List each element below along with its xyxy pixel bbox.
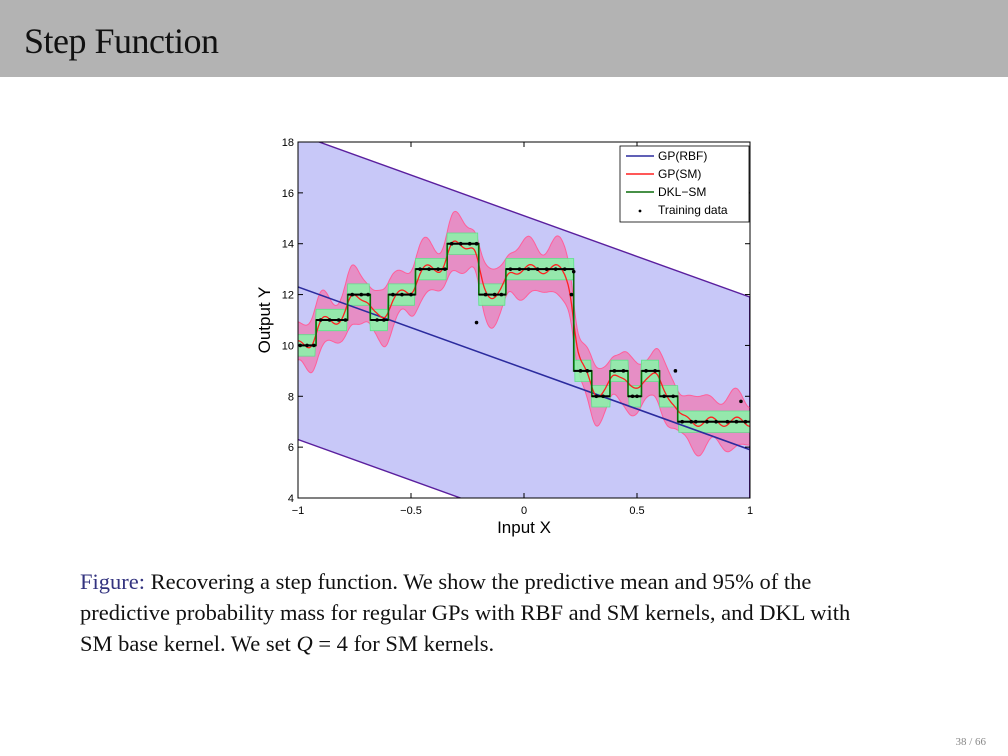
training-data-point (535, 267, 540, 271)
training-data-point (714, 419, 718, 424)
training-data-point (327, 318, 332, 322)
plot-layer (298, 142, 750, 498)
training-data-point (612, 369, 617, 373)
legend-entry-label: Training data (658, 203, 728, 217)
training-data-point (705, 419, 709, 424)
training-data-point (418, 267, 422, 271)
y-tick-label: 8 (288, 391, 294, 403)
training-data-point (436, 267, 440, 271)
caption-math-q: Q (296, 631, 313, 656)
training-data-point (312, 343, 316, 348)
y-tick-label: 6 (288, 442, 294, 454)
caption-math-eq: = 4 (312, 631, 348, 656)
training-data-point (585, 369, 590, 373)
training-data-point (474, 241, 479, 246)
training-data-point (375, 318, 379, 322)
training-data-point (318, 318, 323, 322)
training-data-point (743, 419, 748, 424)
training-data-point (594, 394, 599, 399)
training-data-point (578, 369, 583, 373)
training-data-point (734, 419, 739, 424)
training-data-point (458, 241, 463, 246)
training-data-point (508, 267, 513, 271)
caption-line-3-post: for SM kernels. (353, 631, 495, 656)
x-tick-label: −0.5 (400, 505, 422, 517)
training-data-point (739, 399, 743, 404)
caption-line-1: Recovering a step function. We show the … (150, 569, 812, 594)
training-data-point (571, 269, 576, 274)
training-data-point (671, 394, 675, 399)
training-data-point (449, 241, 454, 246)
training-data-point (526, 267, 531, 271)
training-data-point (427, 267, 431, 271)
x-tick-label: 1 (747, 505, 753, 517)
legend-entry-label: GP(RBF) (658, 149, 707, 163)
x-axis-label: Input X (497, 518, 551, 537)
training-data-point (517, 267, 522, 271)
page-current: 38 (955, 736, 967, 748)
training-data-point (630, 394, 635, 399)
training-data-point (601, 394, 605, 399)
training-data-point (343, 318, 348, 322)
training-data-point (562, 267, 567, 271)
y-tick-label: 14 (282, 239, 294, 251)
training-data-point (673, 369, 678, 373)
training-data-point (483, 292, 488, 297)
training-data-point (621, 369, 626, 373)
training-data-point (569, 292, 574, 297)
caption-line-3-pre: SM base kernel. We set (80, 631, 291, 656)
legend-swatch-dot (638, 209, 642, 213)
legend-entry-label: GP(SM) (658, 167, 701, 181)
y-tick-label: 16 (282, 188, 294, 200)
caption-line-2: predictive probability mass for regular … (80, 600, 851, 625)
training-data-point (305, 343, 309, 348)
x-tick-label: 0.5 (629, 505, 644, 517)
y-axis-label: Output Y (255, 287, 274, 354)
y-tick-label: 4 (288, 493, 294, 505)
training-data-point (693, 419, 698, 424)
training-data-point (350, 292, 355, 297)
training-data-point (382, 318, 386, 322)
caption-label: Figure: (80, 569, 145, 594)
training-data-point (443, 267, 447, 271)
legend-entry-label: DKL−SM (658, 185, 706, 199)
training-data-point (492, 292, 497, 297)
page-number: 38 / 66 (955, 736, 986, 748)
training-data-point (474, 320, 479, 325)
rbf-band-lower-edge (298, 438, 463, 498)
training-data-point (366, 292, 370, 297)
figure-caption: Figure: Recovering a step function. We s… (80, 566, 960, 659)
legend-box (619, 145, 750, 223)
training-data-point (499, 292, 504, 297)
x-tick-label: 0 (521, 505, 527, 517)
y-tick-label: 18 (282, 137, 294, 149)
training-data-point (400, 292, 404, 297)
x-tick-label: −1 (292, 505, 305, 517)
slide-title: Step Function (24, 21, 219, 61)
training-data-point (336, 318, 341, 322)
training-data-point (544, 267, 549, 271)
y-tick-label: 10 (282, 340, 294, 352)
title-bar: Step Function (0, 0, 1008, 77)
training-data-point (653, 369, 657, 373)
training-data-point (662, 394, 666, 399)
training-data-point (644, 369, 648, 373)
y-tick-label: 12 (282, 290, 294, 302)
page-total: 66 (975, 736, 986, 748)
training-data-point (689, 419, 694, 424)
training-data-point (725, 419, 730, 424)
training-data-point (409, 292, 413, 297)
rbf-band-upper-edge (317, 142, 750, 298)
training-data-point (680, 419, 684, 424)
rbf-mean-line (298, 286, 750, 451)
training-data-point (359, 292, 364, 297)
training-data-point (553, 267, 558, 271)
training-data-point (635, 394, 639, 399)
training-data-point (467, 241, 472, 246)
training-data-point (391, 292, 395, 297)
